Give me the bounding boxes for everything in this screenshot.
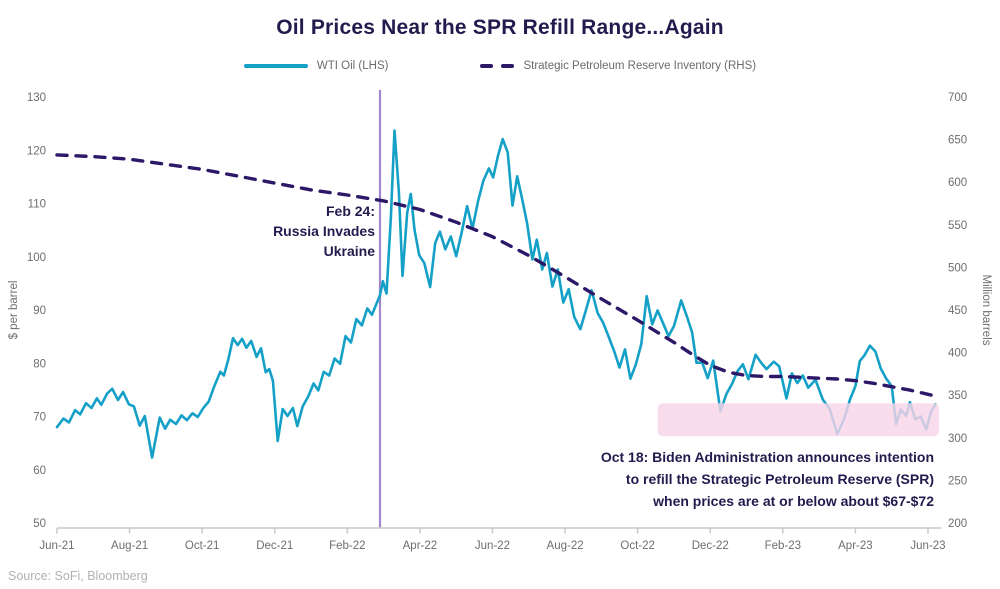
left-axis-tick-label: 90 <box>33 305 46 317</box>
right-axis-tick-label: 200 <box>948 518 967 530</box>
left-axis-tick-label: 130 <box>27 92 46 104</box>
right-axis-tick-label: 700 <box>948 92 967 104</box>
left-axis-labels: 130 120 110 100 90 80 70 60 50 <box>27 92 46 530</box>
left-axis-tick-label: 50 <box>33 518 46 530</box>
annotation-spr-refill: Oct 18: Biden Administration announces i… <box>601 446 934 512</box>
x-tick-label: Jun-22 <box>475 540 510 552</box>
right-axis-tick-label: 400 <box>948 348 967 360</box>
legend-label-wti: WTI Oil (LHS) <box>316 60 389 72</box>
x-tick-label: Aug-21 <box>111 540 148 552</box>
spr-refill-band <box>657 403 939 437</box>
legend-label-spr: Strategic Petroleum Reserve Inventory (R… <box>523 60 757 72</box>
annotation-line: Feb 24: <box>325 203 375 219</box>
legend-item-wti: WTI Oil (LHS) <box>243 60 389 72</box>
left-axis-tick-label: 80 <box>33 358 46 370</box>
left-axis-tick-label: 120 <box>27 145 46 157</box>
annotation-line: to refill the Strategic Petroleum Reserv… <box>625 471 934 487</box>
right-axis-tick-label: 450 <box>948 305 967 317</box>
right-axis-tick-label: 500 <box>948 262 967 274</box>
x-axis-ticks <box>56 528 929 534</box>
annotation-line: Oct 18: Biden Administration announces i… <box>600 449 934 465</box>
x-tick-label: Oct-21 <box>185 540 220 552</box>
left-axis-title: $ per barrel <box>8 280 20 340</box>
right-axis-tick-label: 650 <box>948 135 967 147</box>
x-tick-label: Jun-23 <box>910 540 945 552</box>
right-axis-tick-label: 300 <box>948 433 967 445</box>
right-axis-tick-label: 550 <box>948 220 967 232</box>
left-axis-tick-label: 60 <box>33 465 46 477</box>
right-axis-tick-label: 600 <box>948 177 967 189</box>
chart-title: Oil Prices Near the SPR Refill Range...A… <box>276 16 724 39</box>
legend-item-spr: Strategic Petroleum Reserve Inventory (R… <box>480 60 756 72</box>
annotation-russia-invades: Feb 24: Russia Invades Ukraine <box>273 201 375 261</box>
annotation-line: when prices are at or below about $67-$7… <box>653 493 934 509</box>
source-caption: Source: SoFi, Bloomberg <box>8 569 148 583</box>
right-axis-tick-label: 250 <box>948 475 967 487</box>
left-axis-tick-label: 110 <box>28 199 46 211</box>
x-tick-label: Jun-21 <box>39 540 74 552</box>
wti-line-swatch-icon <box>243 64 308 68</box>
x-tick-label: Feb-22 <box>329 540 365 552</box>
spr-dashed-swatch-icon <box>480 64 515 68</box>
x-tick-label: Feb-23 <box>765 540 801 552</box>
left-axis-tick-label: 100 <box>27 252 46 264</box>
annotation-line: Russia Invades <box>273 223 375 239</box>
x-tick-label: Apr-23 <box>838 540 873 552</box>
right-axis-labels: 700 650 600 550 500 450 400 350 300 250 200 <box>948 92 967 530</box>
wti-line <box>55 129 937 459</box>
right-axis-title: Million barrels <box>980 274 992 346</box>
x-tick-label: Dec-22 <box>692 540 729 552</box>
x-tick-label: Dec-21 <box>256 540 293 552</box>
x-axis-labels: Jun-21 Aug-21 Oct-21 Dec-21 Feb-22 Apr-22 Jun-… <box>39 540 945 552</box>
left-axis-tick-label: 70 <box>33 412 46 424</box>
x-tick-label: Apr-22 <box>403 540 438 552</box>
right-axis-tick-label: 350 <box>948 390 967 402</box>
x-tick-label: Oct-22 <box>620 540 655 552</box>
chart-legend: WTI Oil (LHS) Strategic Petroleum Reserv… <box>0 60 1000 72</box>
annotation-line: Ukraine <box>323 243 375 259</box>
x-tick-label: Aug-22 <box>547 540 584 552</box>
spr-inventory-line <box>55 153 937 398</box>
